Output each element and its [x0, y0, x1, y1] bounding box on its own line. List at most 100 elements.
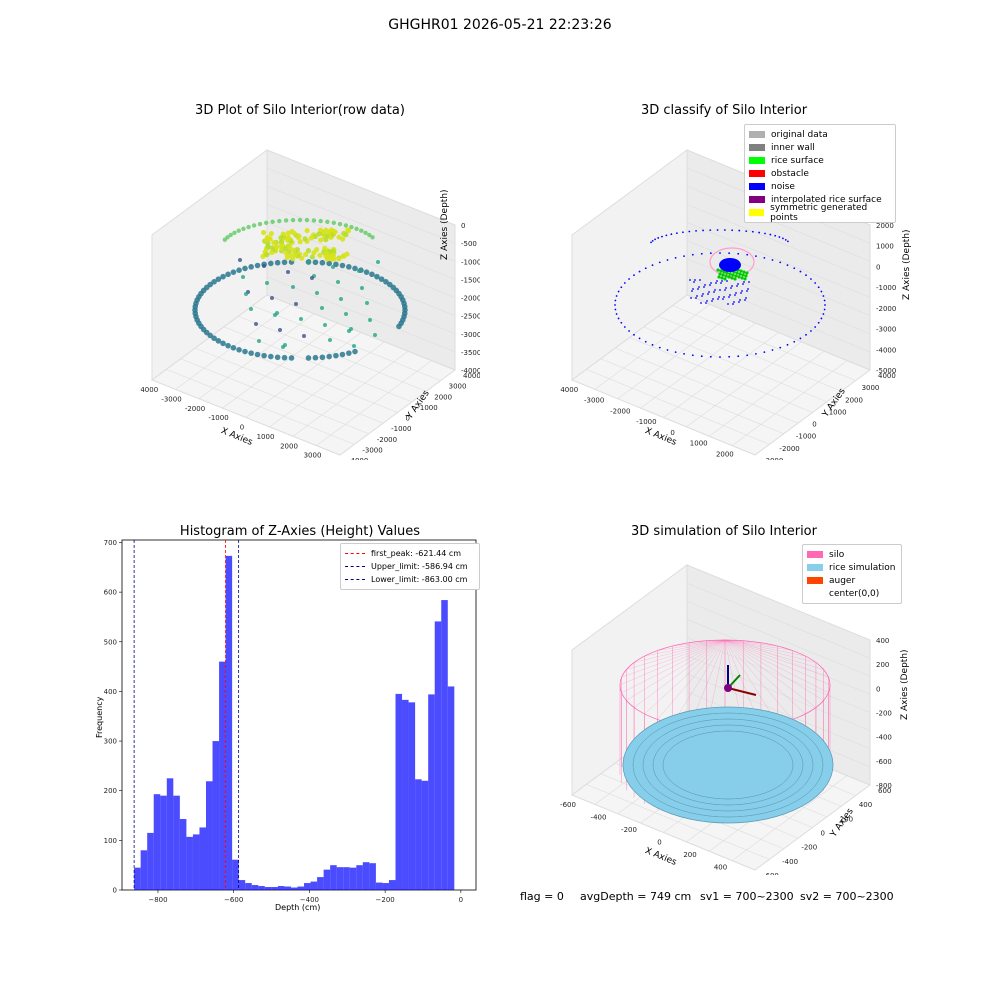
scatter-point [357, 269, 361, 273]
noise-point [724, 289, 726, 291]
figure-title: GHGHR01 2026-05-21 22:23:26 [388, 17, 612, 33]
silo-roof-wire [724, 639, 816, 663]
noise-point [737, 355, 740, 358]
scatter-point [330, 252, 336, 258]
noise-point [699, 279, 701, 281]
grid-line [643, 326, 827, 403]
scatter-point [230, 269, 237, 275]
noise-point [692, 288, 694, 290]
scatter-point [312, 233, 318, 240]
raw-plot-title: 3D Plot of Silo Interior(row data) [195, 103, 405, 118]
histogram-bar [382, 883, 389, 890]
x-tick: -4000 [140, 386, 158, 394]
scatter-point [341, 230, 347, 237]
scatter-point [312, 259, 319, 266]
scatter-point [311, 218, 317, 223]
noise-point [620, 286, 623, 289]
noise-point [782, 237, 784, 240]
noise-point [793, 340, 796, 343]
line-swatch [345, 579, 365, 580]
silo-roof-wire [724, 639, 817, 708]
scatter-point [274, 259, 281, 266]
histogram-bar [388, 880, 396, 890]
scatter-point [309, 254, 316, 260]
noise-point [742, 283, 744, 285]
noise-point [614, 304, 616, 306]
y-tick-label: 100 [104, 837, 117, 845]
x-tick: -400 [591, 814, 607, 822]
scatter-point [339, 351, 346, 358]
histogram-bar [375, 882, 383, 890]
noise-point [708, 291, 710, 293]
noise-point [665, 234, 668, 237]
grid-line [238, 315, 427, 392]
z-tick: -500 [461, 240, 477, 248]
rice-surface-point [737, 275, 741, 279]
rice-mesh-line [662, 730, 794, 800]
noise-point [709, 355, 712, 358]
scatter-point [343, 223, 349, 228]
scatter-point [315, 291, 319, 295]
noise-point [628, 278, 630, 280]
histogram-bar [251, 885, 259, 890]
silo-roof-wire [724, 639, 761, 643]
histogram-bars [134, 555, 455, 890]
rice-surface-point [717, 275, 721, 279]
noise-point [623, 282, 626, 284]
noise-point [814, 326, 817, 328]
y-tick: -600 [763, 872, 779, 875]
grid-line [686, 673, 871, 750]
x-tick-label: −600 [224, 896, 243, 904]
noise-point [722, 298, 724, 300]
y-tick: -2000 [377, 436, 397, 444]
histogram-bar [434, 621, 442, 890]
noise-point [747, 288, 749, 290]
grid-line [731, 360, 848, 446]
noise-point [651, 239, 654, 242]
noise-point [670, 233, 673, 236]
histogram-bar [336, 867, 344, 890]
scatter-point [323, 237, 329, 243]
simulation-silo-body [619, 639, 834, 824]
grid-line [686, 204, 871, 280]
noise-point [746, 253, 749, 256]
noise-point [674, 351, 677, 354]
histogram-ticks: −800 −600 −400 −200 0 0 100 200 300 400 500 600 700 [104, 539, 463, 904]
histogram-bar [258, 886, 265, 890]
noise-point [714, 289, 716, 291]
scatter-point [290, 217, 296, 223]
scatter-point [261, 352, 267, 359]
legend-item-silo: silo [807, 548, 897, 561]
rice-surface-point [744, 274, 748, 278]
histogram-bar [173, 795, 180, 890]
rice-mesh-line [642, 718, 814, 812]
noise-point [615, 313, 618, 315]
scatter-point [374, 273, 380, 280]
noise-point [739, 299, 741, 301]
noise-point [817, 321, 820, 324]
noise-point [723, 229, 726, 231]
histogram-bar [277, 886, 285, 890]
noise-point [728, 355, 731, 358]
scatter-point [359, 228, 364, 233]
histogram-y-label: Frequency [95, 696, 104, 738]
grid-line [292, 351, 409, 437]
noise-point [693, 281, 695, 283]
noise-point [822, 313, 825, 315]
silo-roof-wire [672, 639, 726, 725]
noise-point [728, 252, 731, 255]
noise-point [744, 299, 746, 301]
x-tick: -1000 [208, 414, 228, 422]
raw-3d-plot: -4000-3000-2000-100001000200030004000-40… [140, 149, 480, 460]
noise-point [698, 286, 700, 288]
y-tick: 2000 [845, 396, 863, 404]
histogram-bar [147, 832, 154, 890]
scatter-point [269, 245, 275, 251]
scatter-point [352, 265, 358, 272]
z-tick: -4000 [876, 346, 896, 354]
noise-point [723, 296, 725, 298]
noise-point [741, 290, 743, 292]
histogram-title: Histogram of Z-Axies (Height) Values [179, 524, 421, 539]
grid-line [316, 360, 432, 446]
scatter-point [225, 342, 231, 349]
